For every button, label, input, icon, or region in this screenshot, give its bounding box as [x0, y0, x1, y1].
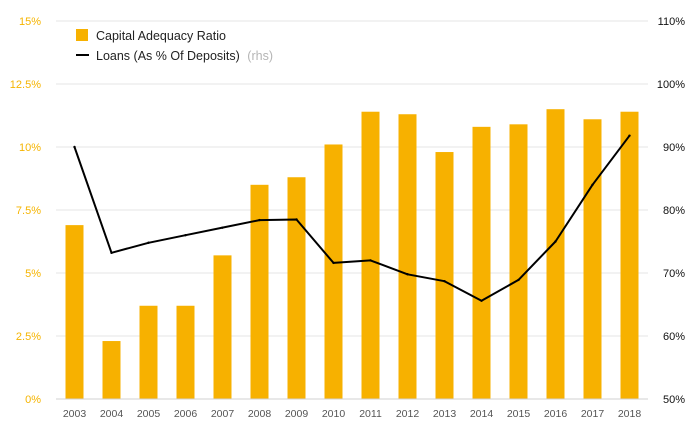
- left-tick-label: 10%: [19, 142, 41, 154]
- right-tick-label: 110%: [658, 16, 686, 28]
- x-tick-label: 2008: [248, 408, 272, 420]
- line-point: [332, 261, 335, 265]
- bar: [139, 305, 158, 399]
- x-tick-label: 2009: [285, 408, 309, 420]
- x-tick-label: 2017: [581, 408, 605, 420]
- bar: [250, 184, 269, 399]
- bar: [398, 114, 417, 400]
- legend-bar-label: Capital Adequacy Ratio: [96, 29, 226, 43]
- line-point: [443, 279, 446, 283]
- loans-line-series: [73, 134, 631, 302]
- line-point: [369, 259, 372, 262]
- left-tick-label: 7.5%: [16, 205, 41, 217]
- line-point: [591, 183, 594, 186]
- line-point: [406, 273, 409, 276]
- line-point: [184, 234, 187, 237]
- x-tick-label: 2012: [396, 408, 420, 420]
- bar: [176, 305, 195, 399]
- right-tick-label: 60%: [663, 331, 685, 343]
- x-tick-label: 2007: [211, 408, 235, 420]
- legend: Capital Adequacy Ratio Loans (As % Of De…: [76, 29, 273, 63]
- x-axis: 2003 2004 2005 2006 2007 2008 2009 2010 2011 2012…: [56, 398, 648, 420]
- right-tick-label: 50%: [663, 394, 685, 406]
- x-tick-label: 2004: [100, 408, 124, 420]
- x-tick-label: 2003: [63, 408, 87, 420]
- x-tick-label: 2011: [359, 408, 382, 420]
- left-tick-label: 15%: [19, 16, 41, 28]
- line-point: [73, 145, 76, 149]
- legend-line-note: (rhs): [247, 49, 273, 63]
- bar: [213, 255, 232, 399]
- line-point: [517, 278, 520, 282]
- bar: [472, 126, 491, 399]
- legend-bar-swatch: [76, 29, 88, 41]
- bar: [324, 144, 343, 399]
- left-tick-label: 12.5%: [10, 79, 41, 91]
- left-tick-label: 2.5%: [16, 331, 41, 343]
- bar: [361, 111, 380, 399]
- line-point: [295, 218, 298, 221]
- line-point: [554, 240, 557, 243]
- line-point: [480, 299, 483, 302]
- x-tick-label: 2013: [433, 408, 457, 420]
- legend-line-label: Loans (As % Of Deposits) (rhs): [96, 49, 273, 63]
- bar: [65, 225, 84, 399]
- bar: [435, 152, 454, 399]
- bar: [546, 109, 565, 399]
- bar: [102, 341, 121, 399]
- legend-line-name: Loans (As % Of Deposits): [96, 49, 240, 63]
- x-tick-label: 2018: [618, 408, 642, 420]
- line-point: [147, 241, 150, 244]
- bar: [583, 119, 602, 399]
- bar: [620, 111, 639, 399]
- x-tick-label: 2015: [507, 408, 531, 420]
- bar: [509, 124, 528, 399]
- x-tick-label: 2005: [137, 408, 161, 420]
- right-tick-label: 90%: [663, 142, 685, 154]
- loans-line: [73, 135, 631, 302]
- line-point: [110, 251, 113, 255]
- x-tick-label: 2010: [322, 408, 346, 420]
- right-axis: 50% 60% 70% 80% 90% 100% 110%: [657, 16, 685, 406]
- left-tick-label: 5%: [25, 268, 41, 280]
- right-tick-label: 100%: [657, 79, 685, 91]
- right-tick-label: 80%: [663, 205, 685, 217]
- left-tick-label: 0%: [25, 394, 41, 406]
- right-tick-label: 70%: [663, 268, 685, 280]
- bar: [287, 177, 306, 399]
- x-tick-label: 2016: [544, 408, 568, 420]
- line-point: [628, 134, 631, 137]
- x-tick-label: 2006: [174, 408, 198, 420]
- line-point: [221, 226, 224, 229]
- capital-adequacy-bars: [65, 109, 639, 400]
- line-point: [258, 218, 261, 222]
- left-axis: 0% 2.5% 5% 7.5% 10% 12.5% 15%: [10, 16, 41, 406]
- x-tick-label: 2014: [470, 408, 494, 420]
